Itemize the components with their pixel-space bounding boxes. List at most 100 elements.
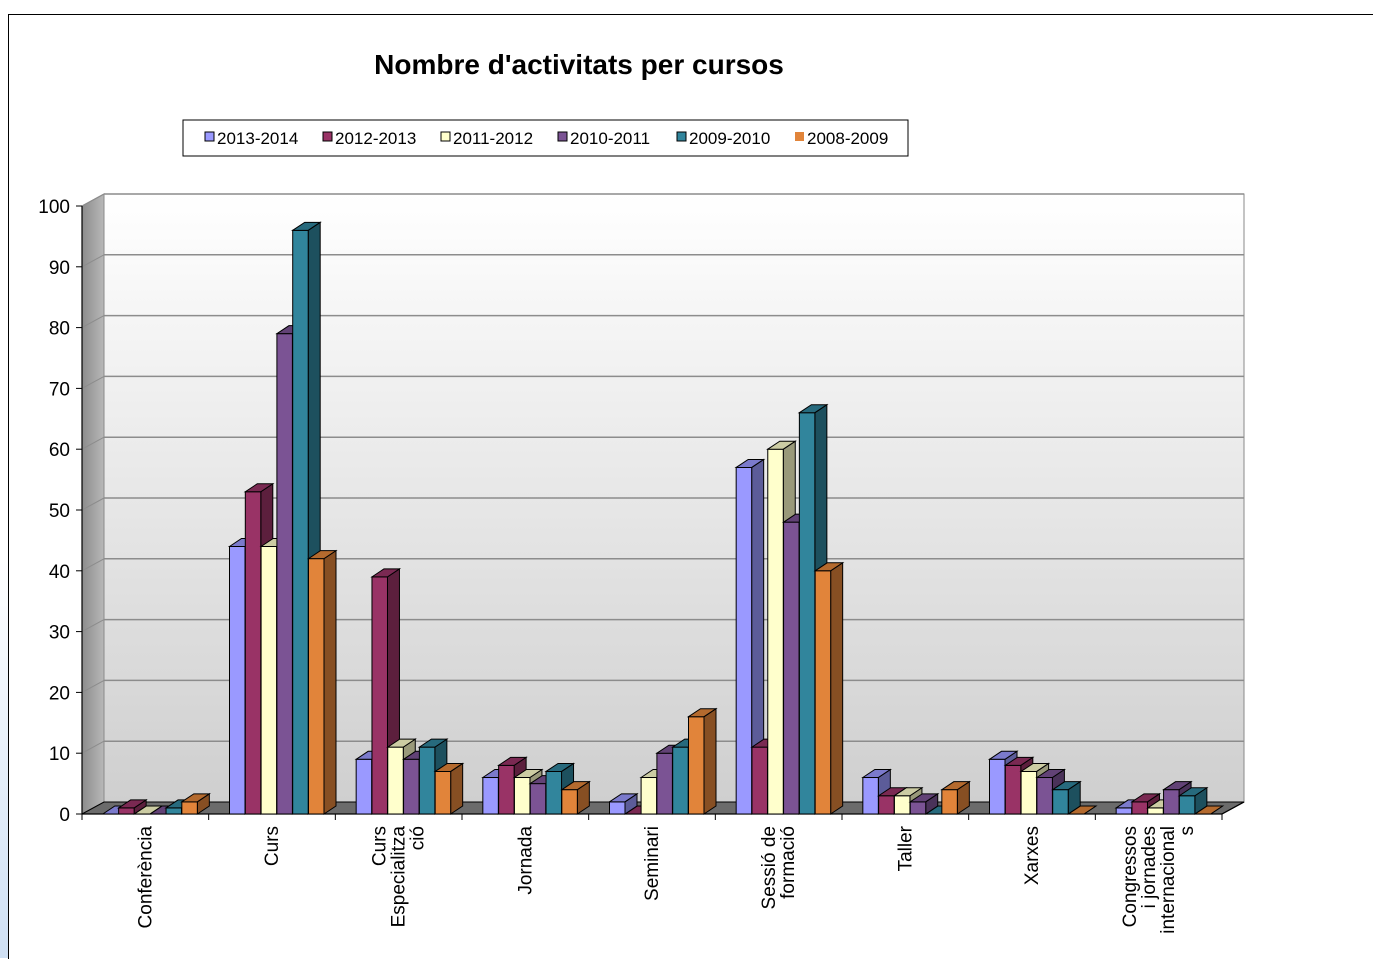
bar (1051, 780, 1082, 815)
bar-top (940, 781, 971, 791)
bar-top (1051, 781, 1082, 791)
bar-front (814, 570, 832, 815)
legend-item: 2013-2014 (204, 129, 298, 148)
bar-front (1163, 789, 1180, 815)
x-tick-label: Jornada (515, 826, 536, 895)
bar-front (1147, 807, 1164, 815)
bar-top (861, 769, 892, 779)
bar-front (941, 789, 958, 815)
chart-title: Nombre d'activitats per cursos (374, 49, 784, 80)
bar-front (798, 412, 816, 815)
y-tick-label: 100 (38, 197, 70, 218)
bar-front (909, 801, 927, 815)
bar-front (545, 770, 563, 815)
gridline-depth (81, 315, 105, 329)
bar-front (1052, 789, 1069, 815)
bar (940, 780, 971, 815)
bar-front (1131, 801, 1148, 815)
y-tick-label: 70 (49, 379, 70, 400)
bar-front (783, 521, 800, 815)
bar-front (371, 576, 388, 815)
bar-front (767, 448, 784, 815)
x-tick-label: Sessió deformació (759, 826, 799, 909)
bar-top (1177, 787, 1209, 797)
bar-top (386, 738, 417, 748)
bar (908, 792, 940, 815)
bar-top (116, 799, 148, 809)
bar-front (260, 545, 278, 815)
bar-top (1130, 793, 1162, 803)
legend-label: 2009-2010 (689, 129, 770, 148)
x-tick-label: Curs (262, 826, 283, 866)
bar-front (292, 229, 309, 815)
bar-front (561, 789, 578, 815)
bar-front (244, 491, 262, 815)
bar-top (1019, 762, 1051, 772)
bar-top (797, 404, 829, 414)
bar (686, 707, 718, 815)
bar-front (735, 466, 753, 815)
bar-top (686, 708, 718, 718)
legend-swatch (557, 131, 568, 142)
bar-top (306, 550, 338, 560)
bar-top (734, 458, 766, 468)
legend-item: 2009-2010 (676, 129, 770, 148)
bar-top (496, 756, 528, 766)
bar-top (417, 738, 449, 748)
legend-label: 2012-2013 (335, 129, 416, 148)
legend-item: 2008-2009 (795, 129, 888, 148)
x-tick-label: Conferència (135, 826, 156, 929)
gridline-depth (81, 436, 105, 450)
legend-swatch (676, 131, 687, 142)
bar-front (529, 783, 547, 815)
chart-legend: 2013-2014 2012-2013 2011-2012 2010-2011 2009… (182, 119, 909, 157)
bar-front (656, 752, 673, 815)
bar-front (878, 795, 895, 815)
gridline-depth (81, 679, 105, 693)
bar-front (609, 801, 626, 815)
x-tick-label: Taller (895, 825, 916, 871)
y-tick-label: 60 (49, 440, 70, 461)
legend-item: 2010-2011 (557, 129, 650, 148)
bar (734, 458, 766, 815)
bar-front (640, 777, 658, 815)
bar-front (893, 795, 911, 815)
bar-top (433, 762, 465, 772)
bar-top (1003, 756, 1035, 766)
legend-swatch (440, 131, 451, 142)
legend-label: 2008-2009 (807, 129, 888, 148)
y-tick-label: 20 (49, 683, 70, 704)
bar-top (892, 787, 924, 797)
bar-side (830, 561, 844, 815)
bar-front (403, 758, 420, 815)
y-tick-label: 80 (49, 319, 70, 340)
bar-top (180, 793, 211, 803)
bar-front (276, 333, 293, 815)
x-tick-label: Congressosi jornadesinternacionals (1120, 826, 1198, 934)
bar-top (813, 562, 845, 572)
bar-top (766, 440, 797, 450)
bar-side (703, 707, 717, 815)
bar (180, 792, 211, 815)
legend-box (182, 119, 909, 157)
bar-front (1115, 807, 1133, 815)
y-tick-label: 0 (59, 805, 70, 826)
legend-item: 2011-2012 (440, 129, 533, 148)
bar-front (498, 764, 515, 815)
bar-top (291, 221, 322, 231)
x-tick-label: Seminari (642, 826, 663, 901)
bar-front (387, 746, 404, 815)
gridline-depth (81, 193, 105, 207)
bar-front (688, 716, 705, 815)
bar-front (672, 746, 689, 815)
gridline-depth (81, 619, 105, 633)
bar-top (607, 793, 639, 803)
y-tick-label: 30 (49, 623, 70, 644)
legend-label: 2013-2014 (217, 129, 298, 148)
bar-front (513, 777, 531, 815)
bar-side (323, 549, 337, 815)
bar-front (482, 777, 499, 815)
bar-top (512, 769, 544, 779)
bar-front (989, 758, 1006, 815)
